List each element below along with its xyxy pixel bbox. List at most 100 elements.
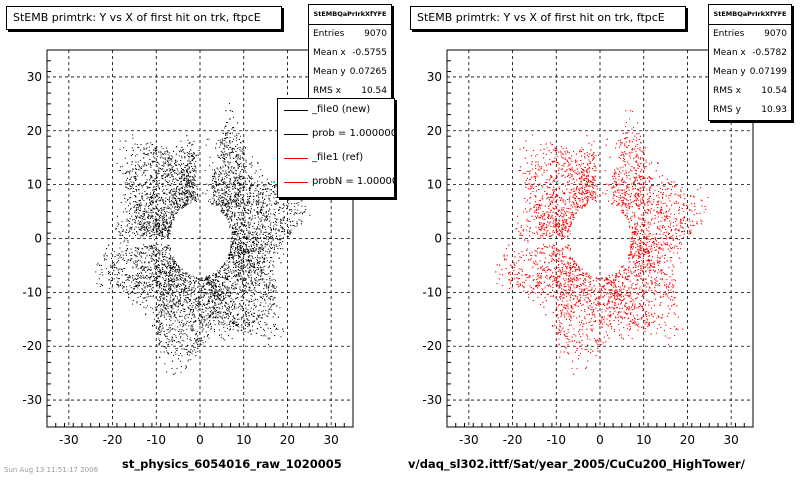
data-point xyxy=(221,154,223,156)
data-point xyxy=(144,286,146,288)
data-point xyxy=(243,150,245,152)
data-point xyxy=(264,298,265,300)
data-point xyxy=(267,288,269,290)
data-point xyxy=(241,194,243,196)
data-point xyxy=(169,290,171,292)
data-point xyxy=(153,273,155,275)
data-point xyxy=(227,213,229,215)
data-point xyxy=(228,202,230,204)
data-point xyxy=(131,255,133,256)
data-point xyxy=(234,281,236,283)
data-point xyxy=(234,135,236,137)
data-point xyxy=(170,168,172,170)
data-point xyxy=(283,237,285,239)
data-point xyxy=(233,231,235,232)
data-point xyxy=(131,258,133,260)
data-point xyxy=(108,279,110,281)
data-point xyxy=(146,224,148,226)
data-point xyxy=(161,219,163,221)
data-point xyxy=(209,311,211,313)
data-point xyxy=(169,305,171,307)
data-point xyxy=(118,170,120,172)
data-point xyxy=(248,323,250,325)
data-point xyxy=(233,323,234,325)
data-point xyxy=(235,238,237,240)
data-point xyxy=(175,305,177,307)
data-point xyxy=(100,283,102,285)
data-point xyxy=(229,155,231,157)
data-point xyxy=(217,280,219,282)
data-point xyxy=(254,282,256,284)
data-point xyxy=(250,166,252,168)
data-point xyxy=(134,228,135,230)
data-point xyxy=(235,173,237,174)
data-point xyxy=(227,204,229,206)
data-point xyxy=(226,324,228,326)
data-point xyxy=(275,193,277,195)
data-point xyxy=(257,240,259,242)
data-point xyxy=(159,342,161,344)
data-point xyxy=(147,266,149,268)
data-point xyxy=(177,205,179,207)
data-point xyxy=(256,185,258,187)
data-point xyxy=(184,311,186,313)
data-point xyxy=(144,194,146,196)
data-point xyxy=(111,279,113,281)
data-point xyxy=(208,322,209,324)
data-point xyxy=(176,290,178,292)
data-point xyxy=(229,216,231,218)
data-point xyxy=(248,217,250,219)
data-point xyxy=(269,224,271,226)
data-point xyxy=(117,269,119,271)
data-point xyxy=(136,204,138,206)
data-point xyxy=(184,287,185,289)
data-point xyxy=(169,273,171,275)
data-point xyxy=(170,222,172,224)
data-point xyxy=(118,286,120,288)
data-point xyxy=(228,210,230,211)
data-point xyxy=(171,257,173,259)
data-point xyxy=(168,311,170,313)
data-point xyxy=(194,153,195,155)
data-point xyxy=(126,182,128,184)
data-point xyxy=(117,278,119,280)
data-point xyxy=(240,272,241,274)
data-point xyxy=(225,184,227,185)
data-point xyxy=(185,176,187,178)
data-point xyxy=(174,170,176,171)
data-point xyxy=(224,275,226,277)
data-point xyxy=(262,262,263,264)
data-point xyxy=(254,271,256,273)
data-point xyxy=(189,298,191,300)
data-point xyxy=(136,168,137,170)
data-point xyxy=(156,165,158,167)
data-point xyxy=(242,210,244,212)
data-point xyxy=(251,265,252,267)
data-point xyxy=(226,175,228,177)
data-point xyxy=(124,237,125,239)
data-point xyxy=(171,279,173,281)
data-point xyxy=(264,258,265,260)
data-point xyxy=(254,172,256,174)
data-point xyxy=(156,228,158,230)
data-point xyxy=(150,216,152,218)
data-point xyxy=(242,259,244,261)
data-point xyxy=(189,350,191,352)
data-point xyxy=(233,116,234,118)
data-point xyxy=(232,147,234,149)
data-point xyxy=(258,285,260,286)
data-point xyxy=(144,252,146,254)
data-point xyxy=(233,172,235,174)
data-point xyxy=(274,223,276,225)
data-point xyxy=(243,293,244,295)
data-point xyxy=(211,286,212,288)
data-point xyxy=(157,233,159,235)
data-point xyxy=(157,250,159,252)
data-point xyxy=(202,308,204,310)
data-point xyxy=(162,325,164,327)
data-point xyxy=(133,191,135,192)
data-point xyxy=(133,279,135,280)
data-point xyxy=(220,290,222,292)
data-point xyxy=(186,204,188,206)
data-point xyxy=(195,333,197,335)
